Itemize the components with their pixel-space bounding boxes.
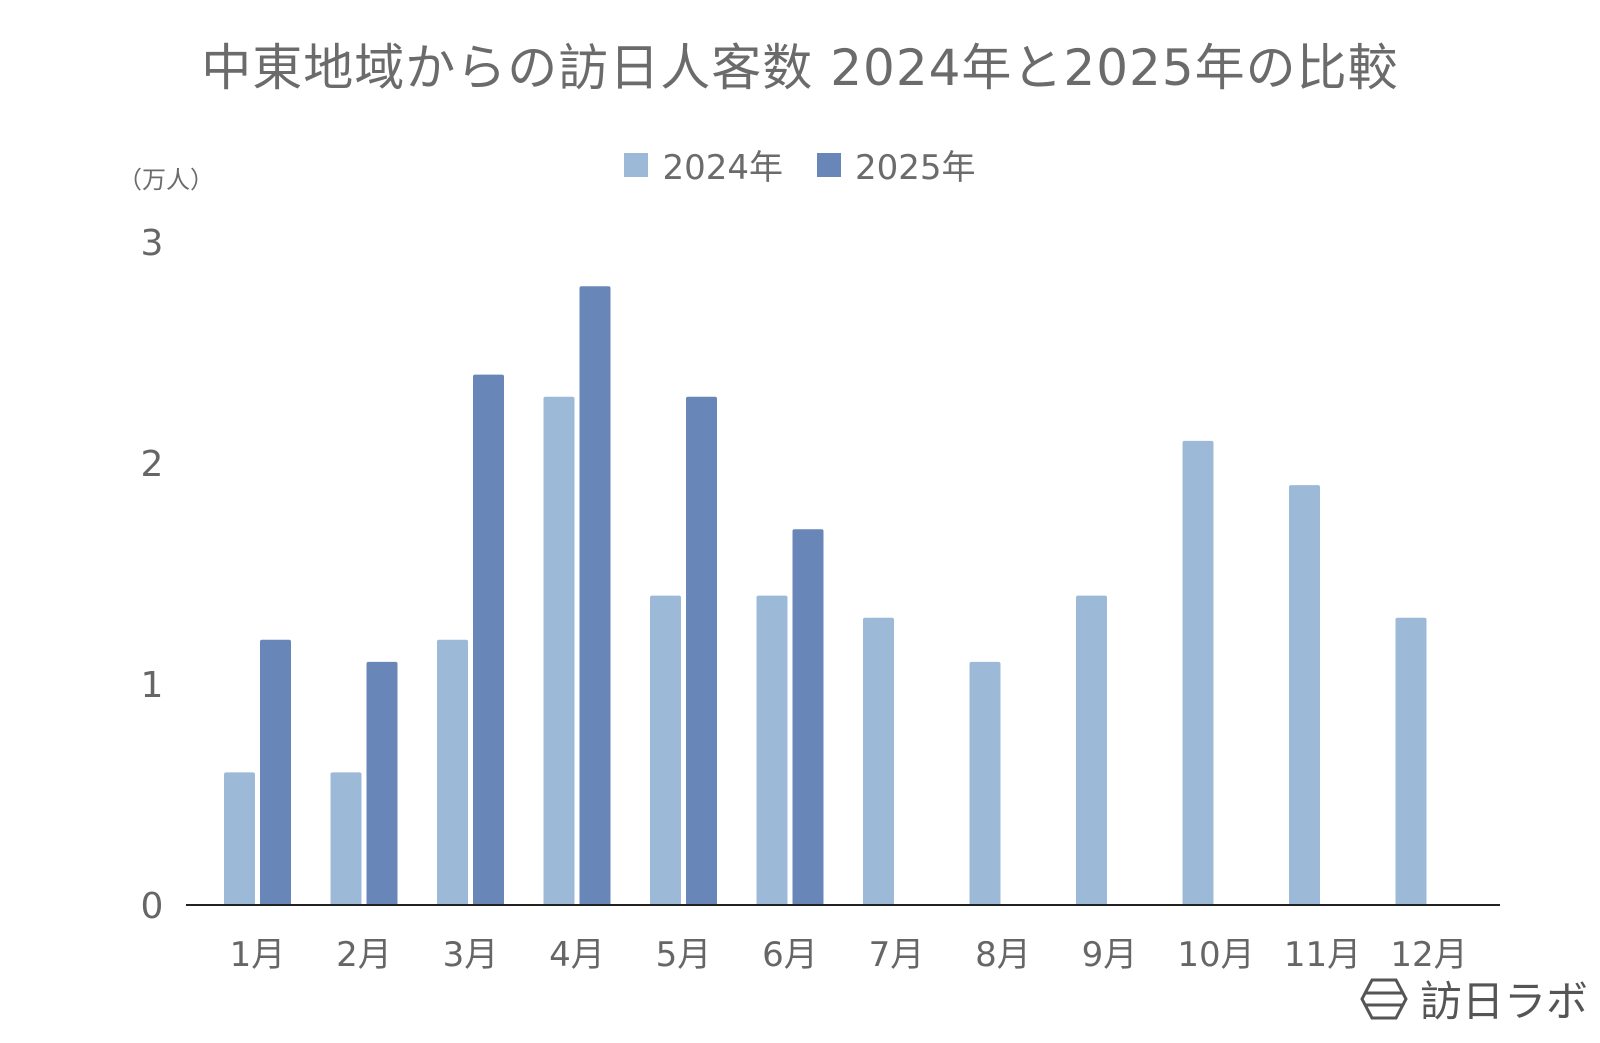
x-tick-label-12月: 12月 — [1390, 935, 1467, 975]
bar-2025年-1月 — [260, 639, 291, 905]
bar-2024年-9月 — [1076, 595, 1107, 905]
bar-2025年-4月 — [579, 286, 611, 905]
legend-item-2025: 2025年 — [817, 140, 976, 189]
legend-label-2025: 2025年 — [855, 148, 976, 188]
legend-label-2024: 2024年 — [662, 148, 783, 188]
bar-2025年-5月 — [686, 396, 717, 905]
watermark: 訪日ラボ — [1360, 968, 1588, 1029]
legend-swatch-2025 — [817, 152, 841, 177]
hexagon-logo-icon — [1360, 978, 1408, 1019]
bar-2024年-2月 — [330, 772, 362, 905]
bar-2025年-6月 — [792, 529, 824, 905]
bar-2024年-10月 — [1182, 440, 1214, 905]
x-tick-label-5月: 5月 — [656, 935, 712, 975]
legend: 2024年 2025年 — [0, 140, 1600, 189]
x-tick-label-6月: 6月 — [762, 935, 818, 975]
bar-2024年-12月 — [1395, 617, 1427, 905]
x-tick-label-2月: 2月 — [336, 935, 392, 975]
y-tick-label-1: 1 — [141, 665, 164, 706]
bar-2024年-8月 — [969, 661, 1001, 905]
x-tick-label-10月: 10月 — [1177, 935, 1254, 975]
bar-2024年-5月 — [650, 595, 681, 905]
chart-title: 中東地域からの訪日人客数 2024年と2025年の比較 — [201, 39, 1399, 97]
bar-2024年-4月 — [543, 396, 575, 905]
x-tick-label-9月: 9月 — [1082, 935, 1138, 975]
y-axis-unit-label: （万人） — [118, 166, 214, 194]
x-tick-label-3月: 3月 — [443, 935, 499, 975]
bar-2024年-11月 — [1289, 485, 1320, 905]
y-tick-label-2: 2 — [141, 444, 164, 485]
bar-2025年-2月 — [366, 661, 398, 905]
y-tick-label-3: 3 — [141, 223, 164, 264]
x-tick-label-7月: 7月 — [869, 935, 925, 975]
bar-2024年-3月 — [437, 639, 468, 905]
watermark-text: 訪日ラボ — [1419, 977, 1588, 1026]
x-tick-label-11月: 11月 — [1284, 935, 1361, 975]
legend-item-2024: 2024年 — [624, 140, 783, 189]
bar-2024年-6月 — [756, 595, 788, 905]
legend-swatch-2024 — [624, 152, 649, 177]
bar-2024年-1月 — [224, 772, 255, 905]
x-tick-label-1月: 1月 — [230, 935, 286, 975]
bar-2024年-7月 — [863, 617, 894, 905]
bar-2025年-3月 — [473, 374, 504, 906]
x-tick-label-8月: 8月 — [975, 935, 1031, 975]
y-tick-label-0: 0 — [141, 886, 164, 927]
x-tick-label-4月: 4月 — [549, 935, 605, 975]
